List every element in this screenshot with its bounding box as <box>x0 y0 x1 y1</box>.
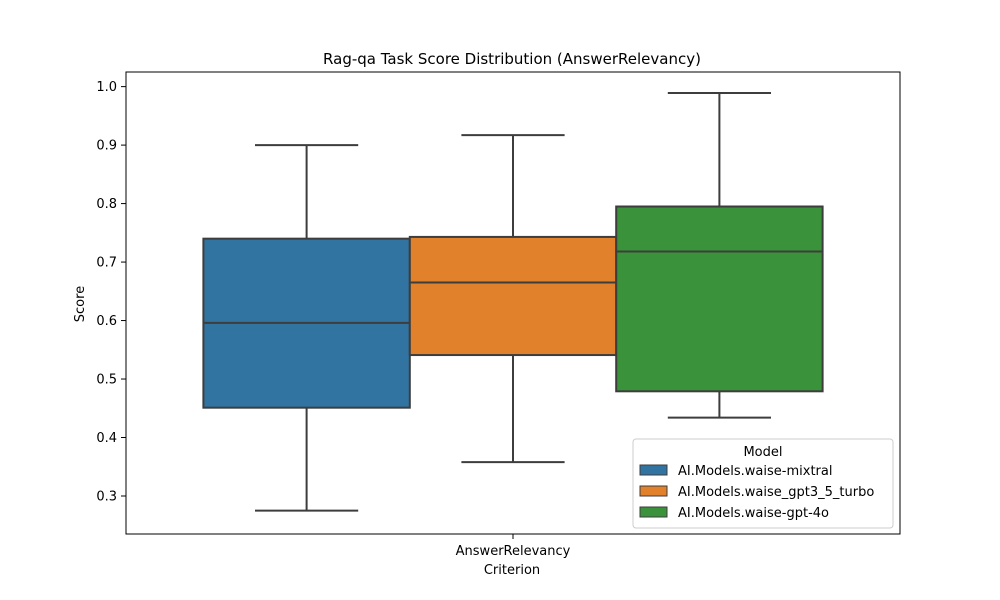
y-tick-label: 0.7 <box>96 256 117 271</box>
y-tick-label: 0.9 <box>96 139 117 154</box>
legend: Model AI.Models.waise-mixtral AI.Models.wa… <box>632 438 894 529</box>
y-tick-label: 0.3 <box>96 489 117 504</box>
legend-label: AI.Models.waise_gpt3_5_turbo <box>678 485 874 500</box>
y-tick-label: 0.4 <box>96 431 117 446</box>
y-tick-label: 0.6 <box>96 314 117 329</box>
box-3 <box>615 92 824 419</box>
y-tick-label: 0.5 <box>96 373 117 388</box>
x-axis-label: Criterion <box>484 563 540 578</box>
plot-area: 0.3 0.4 0.5 0.6 0.7 0.8 0.9 1.0 AnswerRelevancy <box>96 71 901 559</box>
y-tick-label: 0.8 <box>96 197 117 212</box>
legend-swatch <box>639 506 668 518</box>
legend-title: Model <box>743 445 782 460</box>
legend-swatch <box>639 485 668 497</box>
legend-label: AI.Models.waise-mixtral <box>678 464 832 479</box>
legend-label: AI.Models.waise-gpt-4o <box>678 506 829 521</box>
y-tick-label: 1.0 <box>96 80 117 95</box>
box-body <box>615 205 824 393</box>
box-2 <box>408 134 618 464</box>
legend-box <box>632 438 894 529</box>
box-1 <box>202 144 411 512</box>
legend-swatch <box>639 464 668 476</box>
y-axis-label: Score <box>73 286 88 322</box>
x-tick-label: AnswerRelevancy <box>456 544 571 559</box>
box-body <box>408 235 618 357</box>
chart-title: Rag-qa Task Score Distribution (AnswerRe… <box>323 50 701 68</box>
